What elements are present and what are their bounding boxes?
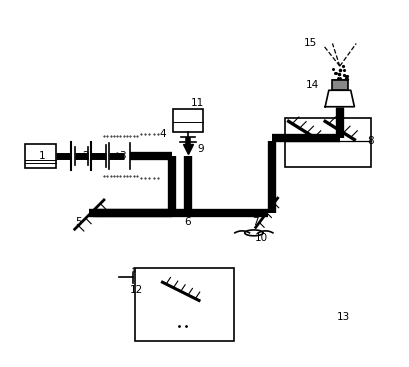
Text: 9: 9 [198,144,204,154]
Bar [25,144,56,168]
Text: 6: 6 [185,217,191,227]
Text: 11: 11 [191,98,204,108]
Polygon shape [325,90,355,107]
Bar [173,109,203,132]
Text: 2: 2 [82,151,89,161]
Text: 3: 3 [119,151,126,161]
Bar [285,118,371,167]
Bar [135,268,234,341]
Bar [332,80,348,90]
Text: 15: 15 [304,38,317,48]
Text: 7: 7 [252,217,259,227]
Text: 13: 13 [337,312,350,322]
Text: 10: 10 [255,233,268,243]
Text: 8: 8 [368,137,374,146]
Text: 12: 12 [130,284,144,295]
Text: 4: 4 [159,129,166,139]
Text: 5: 5 [75,217,82,227]
Text: 1: 1 [38,151,45,161]
Text: 14: 14 [306,80,319,90]
